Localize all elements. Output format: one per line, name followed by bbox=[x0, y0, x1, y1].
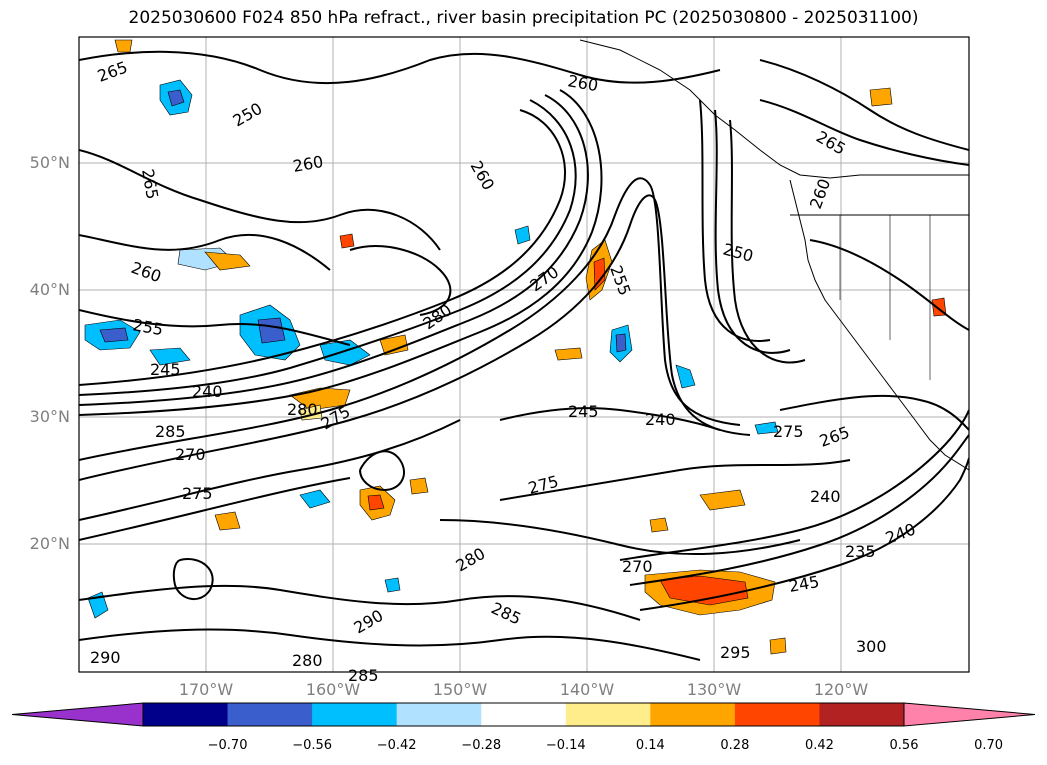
neg-anomaly-6-core bbox=[615, 333, 627, 353]
colorbar-tick-label: 0.70 bbox=[974, 738, 1004, 753]
contour-label: 300 bbox=[856, 637, 887, 656]
longitude-label: 160°W bbox=[305, 680, 361, 699]
contour-label: 280 bbox=[287, 400, 318, 419]
contour-label: 285 bbox=[348, 666, 379, 685]
pos-anomaly-9-core bbox=[659, 575, 749, 606]
refractivity-contours bbox=[79, 50, 969, 661]
longitude-label: 170°W bbox=[178, 680, 234, 699]
colorbar-tick-label: −0.28 bbox=[461, 738, 502, 753]
neg-anomaly-12 bbox=[514, 225, 531, 245]
colorbar-tick-label: −0.42 bbox=[376, 738, 417, 753]
pos-anomaly-12 bbox=[554, 347, 583, 361]
contour-label: 280 bbox=[292, 651, 323, 670]
colorbar-tick-label: 0.28 bbox=[720, 738, 750, 753]
pos-anomaly-1 bbox=[114, 39, 133, 53]
neg-anomaly-9 bbox=[299, 489, 331, 509]
latitude-label: 20°N bbox=[29, 534, 70, 553]
map-frame-border bbox=[78, 36, 970, 673]
contour-label: 240 bbox=[810, 487, 841, 506]
contour-label: 290 bbox=[90, 648, 121, 667]
contour-label: 245 bbox=[568, 402, 599, 421]
contour-label: 235 bbox=[845, 542, 876, 561]
pos-anomaly-13 bbox=[649, 517, 669, 533]
contour-label: 240 bbox=[645, 410, 676, 429]
pacific-northwest-coastline bbox=[789, 179, 969, 471]
colorbar-tick-label: −0.56 bbox=[292, 738, 333, 753]
neg-anomaly-1-core bbox=[167, 89, 185, 107]
longitude-label: 130°W bbox=[686, 680, 742, 699]
colorbar-tick-label: 0.42 bbox=[804, 738, 834, 753]
pos-anomaly-6-core bbox=[367, 494, 385, 511]
neg-anomaly-7 bbox=[675, 364, 696, 389]
pos-anomaly-3 bbox=[339, 233, 355, 249]
contour-label: 270 bbox=[622, 557, 653, 576]
coastlines bbox=[579, 39, 969, 471]
longitude-label: 140°W bbox=[559, 680, 615, 699]
colorbar-tick-label: −0.14 bbox=[545, 738, 586, 753]
pos-anomaly-11 bbox=[214, 511, 241, 531]
longitude-label: 150°W bbox=[432, 680, 488, 699]
map-title: 2025030600 F024 850 hPa refract., river … bbox=[128, 8, 919, 28]
longitude-label: 120°W bbox=[813, 680, 869, 699]
pos-anomaly-8 bbox=[699, 489, 746, 511]
pos-anomaly-14 bbox=[379, 334, 409, 356]
latitude-label: 50°N bbox=[29, 153, 70, 172]
contour-label: 295 bbox=[720, 643, 751, 662]
alaska-coastline bbox=[579, 39, 969, 179]
neg-anomaly-11 bbox=[384, 577, 401, 593]
colorbar-tick-label: −0.70 bbox=[207, 738, 248, 753]
contour-label: 240 bbox=[192, 382, 223, 401]
neg-anomaly-5 bbox=[149, 347, 191, 366]
pos-anomaly-2 bbox=[204, 251, 251, 271]
neg-anomaly-8 bbox=[754, 421, 779, 435]
contour-label: 275 bbox=[182, 484, 213, 503]
colorbar-tick-label: 0.56 bbox=[889, 738, 919, 753]
pos-anomaly-4-core bbox=[593, 257, 606, 291]
latitude-label: 30°N bbox=[29, 407, 70, 426]
contour-label: 275 bbox=[773, 422, 804, 441]
contour-label: 270 bbox=[175, 445, 206, 464]
pos-anomaly-17 bbox=[769, 637, 787, 655]
neg-anomaly-3-core bbox=[257, 317, 286, 344]
contour-label: 285 bbox=[155, 422, 186, 441]
pos-anomaly-7 bbox=[409, 477, 429, 495]
map-frame-background bbox=[79, 37, 969, 672]
neg-anomaly-2-core bbox=[99, 327, 129, 343]
contour-label: 245 bbox=[150, 360, 181, 379]
pos-anomaly-10 bbox=[869, 87, 893, 107]
colorbar-tick-label: 0.14 bbox=[635, 738, 665, 753]
latitude-label: 40°N bbox=[29, 280, 70, 299]
state-lines bbox=[839, 215, 931, 380]
